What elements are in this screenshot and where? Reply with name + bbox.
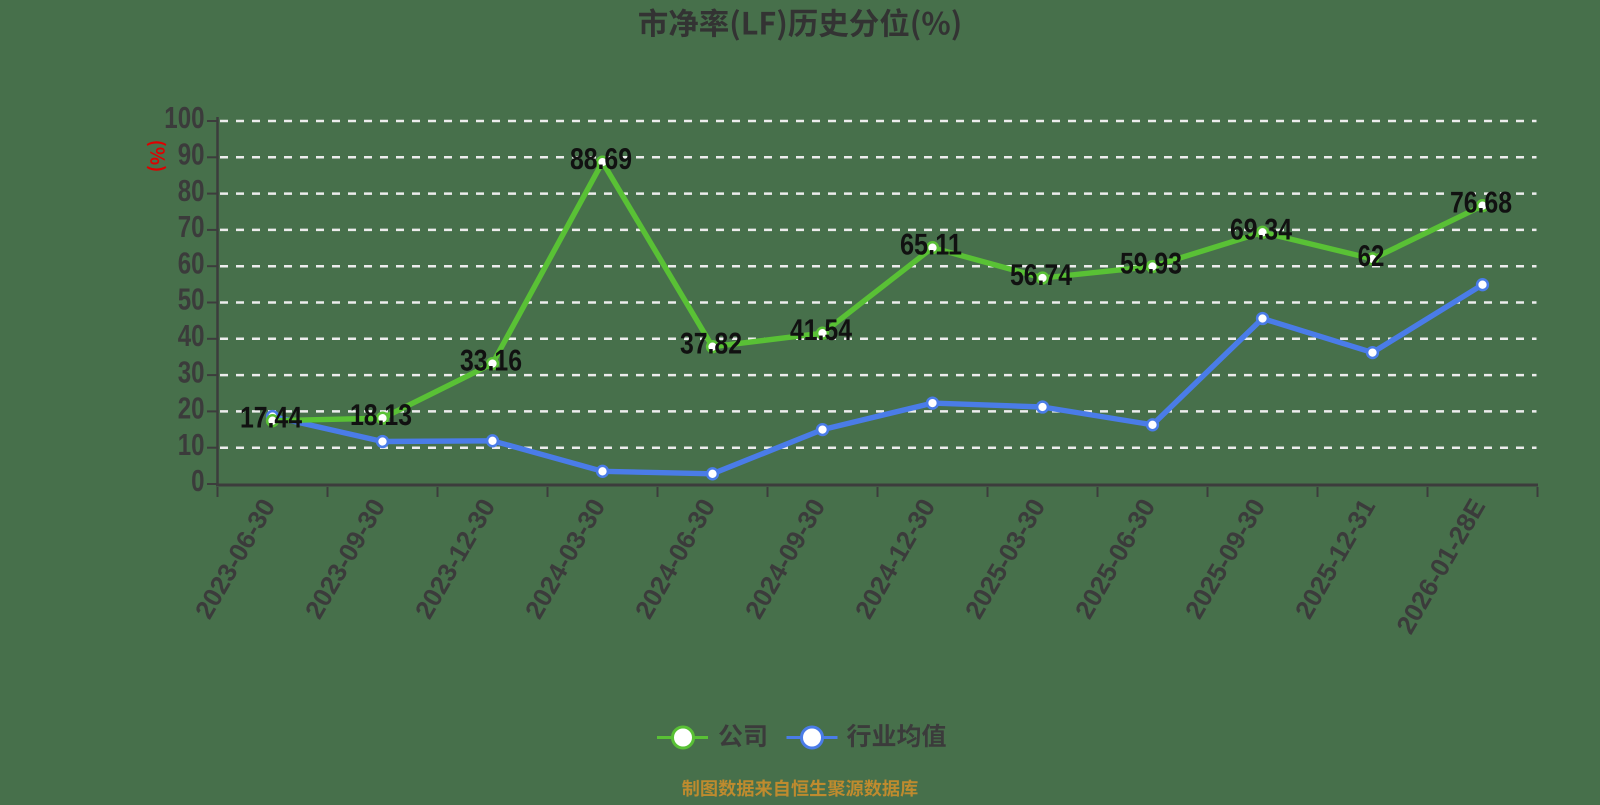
- svg-text:50: 50: [178, 283, 205, 317]
- svg-text:62: 62: [1358, 240, 1385, 273]
- svg-text:56.74: 56.74: [1010, 259, 1072, 292]
- svg-text:100: 100: [164, 101, 204, 135]
- svg-text:17.44: 17.44: [240, 402, 302, 435]
- svg-text:76.68: 76.68: [1450, 187, 1512, 220]
- svg-text:59.93: 59.93: [1120, 248, 1182, 281]
- svg-text:41.54: 41.54: [790, 314, 852, 347]
- svg-text:18.13: 18.13: [350, 399, 412, 432]
- svg-text:33.16: 33.16: [460, 345, 522, 378]
- svg-text:20: 20: [178, 392, 205, 426]
- svg-text:10: 10: [178, 428, 205, 462]
- svg-text:80: 80: [178, 174, 205, 208]
- svg-text:90: 90: [178, 138, 205, 172]
- svg-text:37.82: 37.82: [680, 328, 742, 361]
- svg-text:69.34: 69.34: [1230, 213, 1292, 246]
- svg-text:60: 60: [178, 246, 205, 280]
- svg-text:65.11: 65.11: [900, 229, 962, 262]
- svg-text:88.69: 88.69: [570, 143, 632, 176]
- svg-text:70: 70: [178, 210, 205, 244]
- svg-text:40: 40: [178, 319, 205, 353]
- svg-text:30: 30: [178, 355, 205, 389]
- svg-text:0: 0: [191, 464, 204, 498]
